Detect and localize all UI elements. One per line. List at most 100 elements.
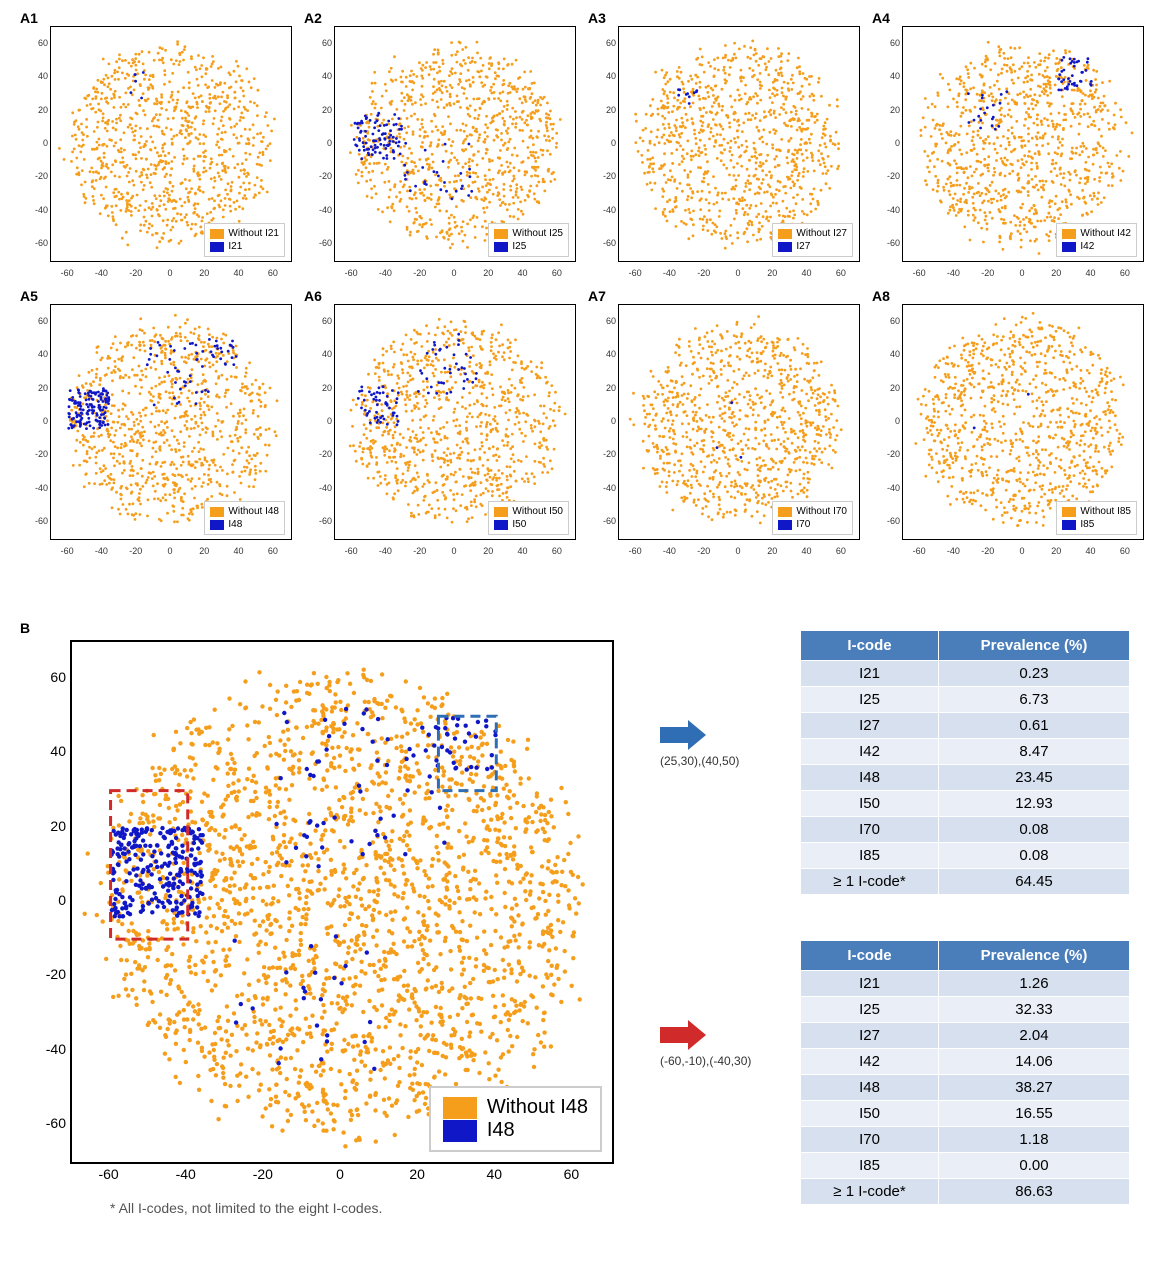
- x-tick: -40: [663, 268, 676, 278]
- x-tick: -40: [379, 546, 392, 556]
- y-tick: 40: [592, 349, 616, 359]
- y-tick: 40: [24, 71, 48, 81]
- panel-label: A8: [872, 288, 890, 304]
- y-tick: 40: [308, 349, 332, 359]
- legend: Without I42I42: [1056, 223, 1137, 257]
- legend-code: I70: [796, 518, 810, 531]
- x-tick: 60: [268, 546, 278, 556]
- x-tick: 40: [518, 268, 528, 278]
- x-tick: -60: [345, 268, 358, 278]
- y-tick: 60: [308, 38, 332, 48]
- legend-code: I48: [487, 1119, 515, 1142]
- y-tick: 0: [308, 416, 332, 426]
- small-panels-grid: A1Without I21I21-60-60-40-40-20-20002020…: [20, 10, 1148, 558]
- x-tick: 0: [735, 546, 740, 556]
- y-tick: 0: [592, 416, 616, 426]
- legend-code: I27: [796, 240, 810, 253]
- x-tick: 40: [486, 1166, 502, 1182]
- table-row: I850.08: [801, 843, 1130, 869]
- y-tick: 40: [308, 71, 332, 81]
- table-row: I4214.06: [801, 1049, 1130, 1075]
- legend-without: Without I48: [228, 505, 279, 518]
- y-tick: -40: [32, 1041, 66, 1057]
- table-row: I2532.33: [801, 997, 1130, 1023]
- panel-b-label: B: [20, 620, 30, 636]
- table-row: I428.47: [801, 739, 1130, 765]
- panel-a6: A6Without I50I50-60-60-40-40-20-20002020…: [304, 288, 580, 558]
- page: A1Without I21I21-60-60-40-40-20-20002020…: [0, 0, 1168, 1280]
- y-tick: -40: [592, 483, 616, 493]
- scatter-plot: Without I21I21: [50, 26, 292, 262]
- y-tick: 20: [24, 383, 48, 393]
- x-tick: 20: [483, 546, 493, 556]
- scatter-plot: Without I50I50: [334, 304, 576, 540]
- table-row: ≥ 1 I-code*86.63: [801, 1179, 1130, 1205]
- panel-a2: A2Without I25I25-60-60-40-40-20-20002020…: [304, 10, 580, 280]
- arrow-red-caption: (-60,-10),(-40,30): [660, 1054, 720, 1068]
- x-tick: -40: [176, 1166, 196, 1182]
- y-tick: 0: [32, 892, 66, 908]
- y-tick: -20: [876, 171, 900, 181]
- x-tick: -60: [61, 268, 74, 278]
- x-tick: 60: [268, 268, 278, 278]
- legend-code: I85: [1080, 518, 1094, 531]
- x-tick: -40: [95, 546, 108, 556]
- table-row: I5012.93: [801, 791, 1130, 817]
- x-tick: -20: [253, 1166, 273, 1182]
- legend-without: Without I48: [487, 1096, 588, 1119]
- x-tick: 40: [802, 546, 812, 556]
- legend-without: Without I21: [228, 227, 279, 240]
- panel-a4: A4Without I42I42-60-60-40-40-20-20002020…: [872, 10, 1148, 280]
- y-tick: -60: [592, 238, 616, 248]
- y-tick: 60: [592, 316, 616, 326]
- table-row: ≥ 1 I-code*64.45: [801, 869, 1130, 895]
- y-tick: 60: [876, 38, 900, 48]
- x-tick: 60: [552, 546, 562, 556]
- x-tick: 20: [199, 546, 209, 556]
- y-tick: 40: [592, 71, 616, 81]
- y-tick: 20: [592, 105, 616, 115]
- y-tick: 0: [24, 138, 48, 148]
- y-tick: 60: [876, 316, 900, 326]
- legend-without: Without I85: [1080, 505, 1131, 518]
- y-tick: -40: [24, 205, 48, 215]
- y-tick: -20: [32, 966, 66, 982]
- x-tick: 0: [735, 268, 740, 278]
- scatter-plot: Without I42I42: [902, 26, 1144, 262]
- x-tick: 40: [802, 268, 812, 278]
- x-tick: -20: [413, 268, 426, 278]
- y-tick: -60: [32, 1115, 66, 1131]
- x-tick: 60: [836, 546, 846, 556]
- x-tick: -40: [95, 268, 108, 278]
- x-tick: 0: [336, 1166, 344, 1182]
- x-tick: 40: [1086, 268, 1096, 278]
- y-tick: -20: [308, 171, 332, 181]
- table-row: I211.26: [801, 971, 1130, 997]
- table-row: I210.23: [801, 661, 1130, 687]
- table-blue: I-codePrevalence (%)I210.23I256.73I270.6…: [800, 630, 1130, 895]
- panel-a5: A5Without I48I48-60-60-40-40-20-20002020…: [20, 288, 296, 558]
- panel-a1: A1Without I21I21-60-60-40-40-20-20002020…: [20, 10, 296, 280]
- arrow-red-block: (-60,-10),(-40,30): [660, 1020, 720, 1068]
- x-tick: -60: [629, 268, 642, 278]
- x-tick: -20: [129, 268, 142, 278]
- legend: Without I48I48: [429, 1086, 602, 1152]
- scatter-plot: Without I25I25: [334, 26, 576, 262]
- scatter-plot: Without I27I27: [618, 26, 860, 262]
- x-tick: -20: [981, 546, 994, 556]
- y-tick: 0: [308, 138, 332, 148]
- col-header: Prevalence (%): [939, 941, 1130, 971]
- x-tick: -60: [629, 546, 642, 556]
- x-tick: -40: [947, 546, 960, 556]
- x-tick: -40: [663, 546, 676, 556]
- panel-label: A2: [304, 10, 322, 26]
- y-tick: -40: [876, 483, 900, 493]
- x-tick: 40: [518, 546, 528, 556]
- x-tick: 60: [552, 268, 562, 278]
- scatter-plot: Without I48I48: [50, 304, 292, 540]
- x-tick: 20: [767, 546, 777, 556]
- legend-code: I42: [1080, 240, 1094, 253]
- section-b: B -60-40-200204060 Without I48I48 -60-40…: [20, 620, 1148, 1260]
- panel-a8: A8Without I85I85-60-60-40-40-20-20002020…: [872, 288, 1148, 558]
- y-tick: -20: [592, 449, 616, 459]
